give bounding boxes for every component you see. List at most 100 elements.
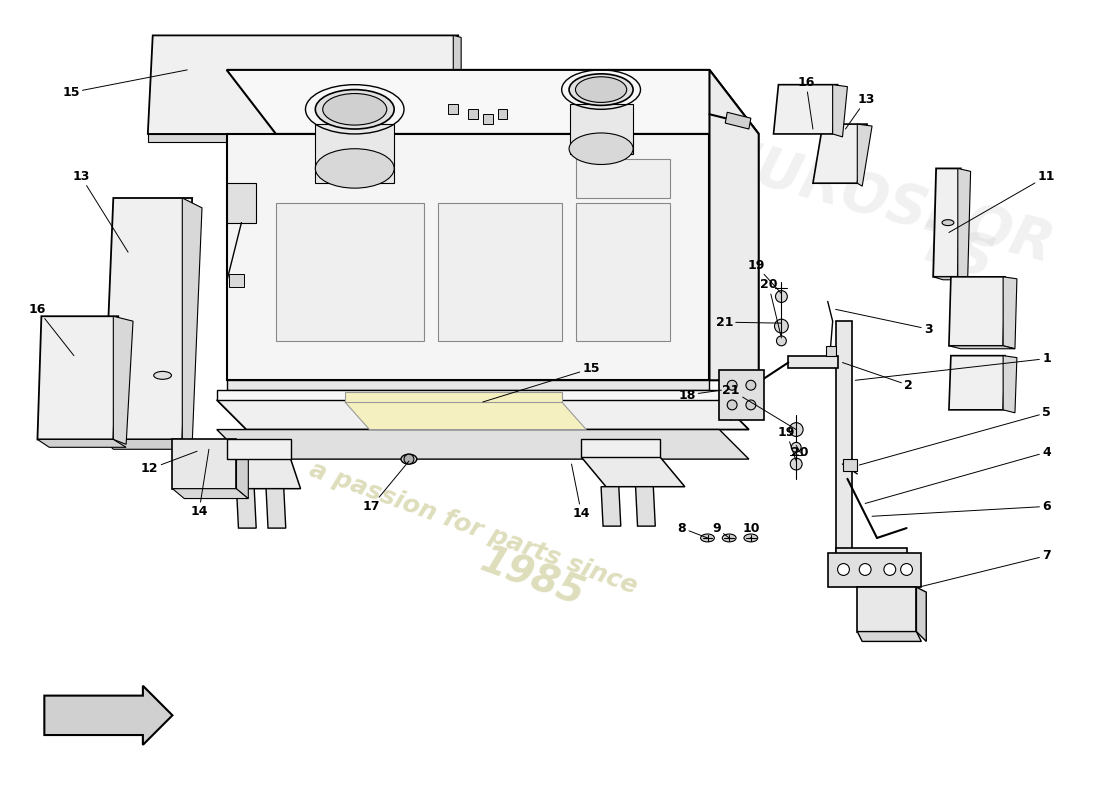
Circle shape	[790, 422, 803, 437]
Text: 13: 13	[846, 93, 874, 129]
Polygon shape	[236, 439, 249, 498]
Polygon shape	[44, 686, 173, 745]
Text: 15: 15	[63, 70, 187, 99]
Polygon shape	[449, 104, 459, 114]
Polygon shape	[813, 124, 867, 183]
Polygon shape	[836, 548, 906, 562]
Text: 7: 7	[918, 549, 1050, 587]
Polygon shape	[113, 316, 133, 444]
Polygon shape	[483, 114, 493, 124]
Circle shape	[774, 319, 789, 333]
Circle shape	[776, 290, 788, 302]
Polygon shape	[147, 134, 453, 142]
Polygon shape	[636, 486, 656, 526]
Polygon shape	[857, 587, 916, 631]
Polygon shape	[949, 356, 1005, 410]
Ellipse shape	[569, 74, 634, 106]
Text: 1: 1	[856, 352, 1050, 380]
Text: 20: 20	[760, 278, 781, 338]
Polygon shape	[469, 110, 477, 119]
Polygon shape	[789, 356, 837, 369]
Text: 16: 16	[798, 76, 815, 129]
Polygon shape	[453, 35, 461, 140]
Polygon shape	[570, 104, 632, 154]
Polygon shape	[103, 439, 192, 450]
Circle shape	[859, 563, 871, 575]
Polygon shape	[933, 277, 968, 280]
Polygon shape	[497, 110, 507, 119]
Polygon shape	[857, 124, 872, 186]
Text: 14: 14	[572, 464, 590, 520]
Polygon shape	[276, 203, 424, 341]
Polygon shape	[316, 124, 394, 183]
Polygon shape	[227, 380, 710, 390]
Text: 14: 14	[190, 450, 209, 518]
Text: 17: 17	[363, 461, 409, 513]
Polygon shape	[266, 489, 286, 528]
Text: 11: 11	[949, 170, 1055, 233]
Text: 20: 20	[791, 446, 808, 458]
Ellipse shape	[322, 94, 387, 125]
Ellipse shape	[569, 133, 634, 165]
Polygon shape	[217, 400, 749, 430]
Circle shape	[901, 563, 913, 575]
Circle shape	[746, 380, 756, 390]
Text: 4: 4	[866, 446, 1050, 503]
Text: 12: 12	[141, 451, 197, 475]
Polygon shape	[576, 158, 670, 198]
Text: 15: 15	[483, 362, 600, 402]
Text: 9: 9	[712, 522, 729, 538]
Ellipse shape	[942, 220, 954, 226]
Polygon shape	[826, 346, 836, 356]
Polygon shape	[719, 370, 763, 420]
Polygon shape	[37, 439, 127, 447]
Polygon shape	[710, 70, 759, 380]
Polygon shape	[173, 489, 249, 498]
Polygon shape	[1003, 356, 1016, 413]
Polygon shape	[217, 390, 719, 400]
Polygon shape	[843, 459, 857, 471]
Polygon shape	[582, 457, 685, 486]
Circle shape	[837, 563, 849, 575]
Text: a passion for parts since: a passion for parts since	[306, 458, 640, 598]
Text: TS: TS	[911, 216, 1000, 288]
Polygon shape	[37, 316, 118, 439]
Polygon shape	[601, 486, 620, 526]
Text: 1985: 1985	[475, 541, 590, 614]
Polygon shape	[345, 392, 562, 402]
Polygon shape	[345, 402, 586, 430]
Circle shape	[727, 400, 737, 410]
Text: EUROSPOR: EUROSPOR	[714, 133, 1059, 274]
Ellipse shape	[744, 534, 758, 542]
Ellipse shape	[316, 90, 394, 129]
Circle shape	[777, 336, 786, 346]
Polygon shape	[1003, 277, 1016, 349]
Text: 13: 13	[73, 170, 128, 252]
Polygon shape	[933, 169, 960, 277]
Circle shape	[790, 458, 802, 470]
Text: 10: 10	[742, 522, 760, 538]
Text: 16: 16	[29, 303, 74, 356]
Polygon shape	[236, 489, 256, 528]
Ellipse shape	[701, 534, 714, 542]
Polygon shape	[227, 439, 290, 459]
Polygon shape	[173, 439, 236, 489]
Polygon shape	[857, 631, 922, 642]
Polygon shape	[949, 277, 1005, 346]
Text: 19: 19	[747, 258, 781, 294]
Polygon shape	[229, 274, 244, 286]
Polygon shape	[916, 587, 926, 642]
Circle shape	[404, 454, 414, 464]
Text: 8: 8	[678, 522, 707, 538]
Text: 2: 2	[843, 362, 913, 392]
Polygon shape	[103, 198, 192, 439]
Ellipse shape	[575, 77, 627, 102]
Polygon shape	[949, 346, 1015, 349]
Circle shape	[727, 380, 737, 390]
Ellipse shape	[723, 534, 736, 542]
Polygon shape	[439, 203, 562, 341]
Circle shape	[746, 400, 756, 410]
Text: 18: 18	[678, 389, 722, 402]
Polygon shape	[217, 430, 749, 459]
Circle shape	[884, 563, 895, 575]
